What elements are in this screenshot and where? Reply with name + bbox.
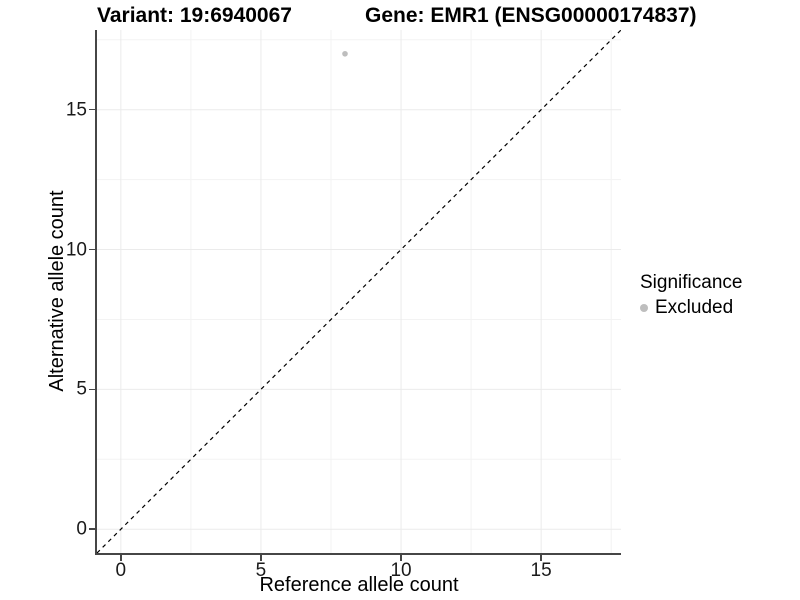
- y-axis-tick-mark: [89, 388, 95, 391]
- plot-title-gene: Gene: EMR1 (ENSG00000174837): [365, 4, 697, 27]
- plot-canvas: [97, 30, 621, 553]
- legend-title: Significance: [640, 272, 743, 293]
- x-axis-tick-mark: [400, 555, 402, 561]
- x-axis-tick-mark: [120, 555, 122, 561]
- x-axis-tick-mark: [260, 555, 262, 561]
- y-axis-tick-label: 10: [65, 239, 87, 261]
- y-axis-tick-label: 5: [76, 378, 87, 400]
- y-axis-tick-label: 15: [65, 99, 87, 121]
- x-axis-label: Reference allele count: [259, 574, 459, 596]
- y-axis-tick-mark: [89, 528, 95, 530]
- y-axis-tick-label: 0: [76, 518, 87, 540]
- y-axis-tick-mark: [89, 248, 95, 251]
- x-axis-tick-label: 10: [390, 560, 412, 581]
- x-axis-tick-label: 15: [530, 560, 552, 581]
- x-axis-tick-mark: [540, 555, 542, 561]
- y-axis-label: Alternative allele count: [46, 190, 68, 392]
- x-axis-tick-label: 5: [255, 560, 267, 581]
- data-point-excluded: [342, 50, 348, 57]
- identity-reference-line: [97, 30, 621, 553]
- legend-entry-excluded: Excluded: [640, 297, 742, 319]
- x-axis-tick-label: 0: [115, 560, 127, 581]
- legend-entry-label: Excluded: [655, 297, 734, 318]
- plot-title-variant: Variant: 19:6940067: [97, 4, 292, 27]
- legend: Significance Excluded: [640, 271, 742, 319]
- plot-panel: [95, 30, 621, 555]
- legend-point-icon: [640, 304, 648, 312]
- y-axis-tick-mark: [89, 108, 95, 111]
